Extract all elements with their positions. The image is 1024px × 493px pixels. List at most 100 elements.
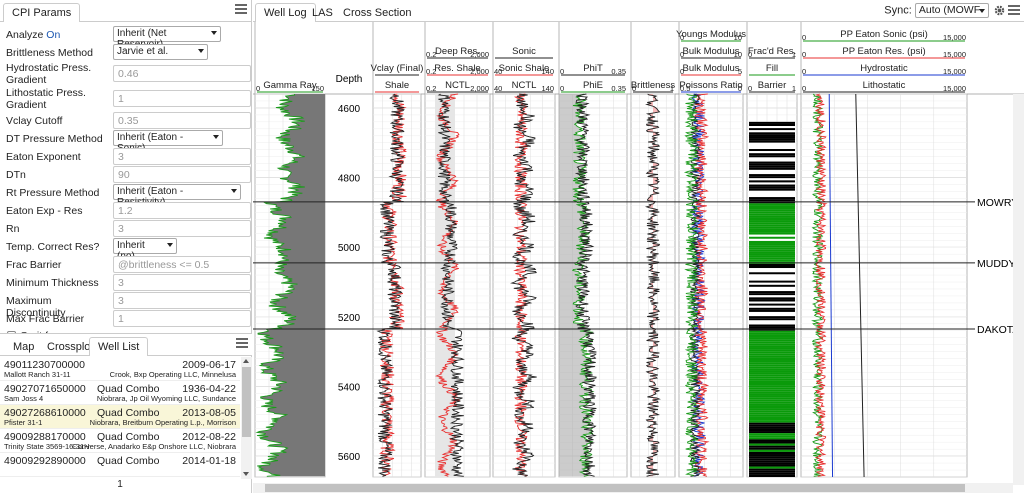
tab-well-log[interactable]: Well Log xyxy=(255,3,316,22)
frac-barrier-block xyxy=(749,370,795,373)
list-item[interactable]: 49011230700000 2009-06-17 Mallott Ranch 31… xyxy=(0,357,240,381)
frac-barrier-block xyxy=(749,203,795,206)
well-list-scrollbar[interactable] xyxy=(241,357,252,479)
frac-barrier-block xyxy=(749,255,795,258)
curve-name: Youngs Modulus xyxy=(676,29,746,40)
scroll-thumb[interactable] xyxy=(242,367,251,437)
param-input[interactable] xyxy=(113,166,251,183)
param-input[interactable] xyxy=(113,112,251,129)
frac-barrier-block xyxy=(749,334,795,338)
frac-barrier-block xyxy=(749,437,795,440)
param-input[interactable] xyxy=(113,220,251,237)
param-input[interactable] xyxy=(113,90,251,107)
frac-barrier-block xyxy=(749,209,795,212)
param-label: Frac Barrier xyxy=(6,259,62,271)
frac-barrier-block xyxy=(749,217,795,221)
frac-barrier-block xyxy=(749,272,795,275)
frac-barrier-block xyxy=(749,360,795,363)
frac-barrier-block xyxy=(749,320,795,323)
log-hscroll-thumb[interactable] xyxy=(265,484,965,492)
frac-barrier-block xyxy=(749,253,795,256)
tab-map[interactable]: Map xyxy=(13,341,35,353)
frac-barrier-block xyxy=(749,159,795,162)
frac-barrier-block xyxy=(749,332,795,335)
tab-well-list[interactable]: Well List xyxy=(89,337,149,356)
param-row: DTn xyxy=(6,166,251,183)
curve-max: 2,000 xyxy=(470,84,489,93)
brittleness-curve-fill xyxy=(646,94,660,477)
list-item[interactable]: 49009292890000 Quad Combo 2014-01-18 xyxy=(0,453,240,477)
param-input[interactable] xyxy=(113,292,251,309)
well-date: 2012-08-22 xyxy=(182,431,236,443)
frac-barrier-block xyxy=(749,355,795,358)
param-select[interactable]: Inherit (Eaton - Sonic) xyxy=(113,130,223,154)
menu-icon[interactable] xyxy=(236,338,248,349)
param-input[interactable] xyxy=(113,65,251,82)
frac-barrier-block xyxy=(749,391,795,394)
param-input[interactable] xyxy=(113,310,251,327)
param-row: Lithostatic Press. Gradient xyxy=(6,87,251,111)
track-pp xyxy=(800,93,968,478)
log-vscrollbar[interactable] xyxy=(1013,94,1024,485)
pp-eaton-res-curve xyxy=(814,93,828,477)
list-item[interactable]: 49027071650000 Quad Combo 1936-04-22 Sam Jo… xyxy=(0,381,240,405)
frac-barrier-block xyxy=(749,443,795,446)
depth-tick: 5000 xyxy=(338,243,361,254)
frac-barrier-block xyxy=(749,167,795,170)
frac-barrier-block xyxy=(749,238,795,241)
menu-icon[interactable] xyxy=(1008,5,1020,16)
youngs-modulus-curve xyxy=(683,93,700,477)
param-input[interactable] xyxy=(113,256,251,273)
frac-barrier-block xyxy=(749,199,795,202)
lower-tabbar: Map Crossplot Well List xyxy=(0,334,252,356)
frac-barrier-block xyxy=(749,397,795,400)
param-label: Vclay Cutoff xyxy=(6,115,63,127)
param-row: DT Pressure Method Inherit (Eaton - Sonic… xyxy=(6,130,246,154)
curve-max: 15,000 xyxy=(943,50,966,59)
well-name: Trinity State 3569-16-31H xyxy=(4,442,90,451)
frac-barrier-block xyxy=(749,144,795,147)
frac-barrier-block xyxy=(749,245,795,248)
param-select[interactable]: Inherit (no) xyxy=(113,238,177,262)
curve-name: Deep Res. xyxy=(435,46,480,57)
list-item[interactable]: 49027268610000 Quad Combo 2013-08-05 Pfiste… xyxy=(0,405,240,429)
frac-barrier-block xyxy=(749,424,795,427)
frac-barrier-block xyxy=(749,349,795,352)
menu-icon[interactable] xyxy=(235,4,247,15)
curve-min: 0 xyxy=(680,33,684,42)
well-date: 1936-04-22 xyxy=(182,383,236,395)
frac-barrier-block xyxy=(749,376,795,379)
frac-barrier-block xyxy=(749,366,795,369)
param-label: Rn xyxy=(6,223,20,235)
param-input[interactable] xyxy=(113,274,251,291)
tab-cross-section[interactable]: Cross Section xyxy=(343,7,412,19)
well-info: Converse, Anadarko E&p Onshore LLC, Niob… xyxy=(72,442,236,451)
tab-crossplot[interactable]: Crossplot xyxy=(47,341,94,353)
frac-barrier-block xyxy=(749,215,795,218)
curve-name: Shale xyxy=(385,80,409,91)
param-select[interactable]: Inherit (Net Reservoir) xyxy=(113,26,221,50)
frac-barrier-block xyxy=(749,382,795,386)
param-input[interactable] xyxy=(113,148,251,165)
frac-barrier-block xyxy=(749,330,795,333)
param-select[interactable]: Jarvie et al. xyxy=(113,44,208,60)
frac-barrier-block xyxy=(749,324,795,327)
param-label: Lithostatic Press. Gradient xyxy=(6,87,86,111)
list-item[interactable]: 49009288170000 Quad Combo 2012-08-22 Trinit… xyxy=(0,429,240,453)
sync-control: Sync: Auto (MOWF xyxy=(884,3,1020,19)
param-label: Rt Pressure Method xyxy=(6,187,100,199)
param-row: Hydrostatic Press. Gradient xyxy=(6,62,251,86)
frac-barrier-block xyxy=(749,174,795,177)
param-input[interactable] xyxy=(113,202,251,219)
tab-las[interactable]: LAS xyxy=(312,7,333,19)
param-select[interactable]: Inherit (Eaton - Resistivity) xyxy=(113,184,241,208)
scroll-up-icon[interactable] xyxy=(243,359,249,363)
frac-barrier-block xyxy=(749,435,795,438)
frac-barrier-block xyxy=(749,284,795,287)
tab-cpi-params[interactable]: CPI Params xyxy=(3,3,81,22)
gear-icon[interactable] xyxy=(994,5,1005,16)
sync-select[interactable]: Auto (MOWF xyxy=(914,3,989,18)
scroll-down-icon[interactable] xyxy=(243,472,249,476)
well-date: 2009-06-17 xyxy=(182,359,236,371)
